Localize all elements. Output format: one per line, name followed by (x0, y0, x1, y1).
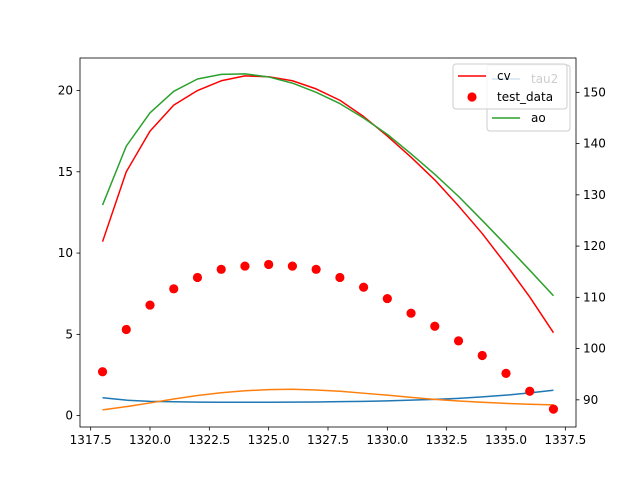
x-tick-label: 1317.5 (70, 433, 112, 447)
y-left-tick-label: 20 (58, 84, 73, 98)
data-point-test_data (501, 368, 511, 378)
data-point-test_data (525, 386, 535, 396)
data-point-test_data (264, 259, 274, 270)
plot-points (97, 259, 559, 414)
y-left-tick-label: 10 (58, 246, 73, 260)
y-left-tick-label: 0 (65, 409, 73, 423)
data-point-test_data (240, 261, 250, 271)
series-line-cv (101, 75, 555, 334)
data-point-test_data (192, 272, 203, 283)
y-left-tick-label: 5 (65, 327, 73, 341)
y-right-tick-label: 150 (583, 85, 606, 99)
data-point-test_data (359, 282, 369, 292)
y-right-tick-label: 130 (583, 188, 606, 202)
y-right-tick-label: 110 (583, 290, 606, 304)
x-tick-label: 1327.5 (307, 433, 349, 447)
y-right-tick-label: 140 (583, 137, 606, 151)
series-line-ao (101, 73, 555, 297)
series-line-unnamed-1 (102, 388, 554, 411)
x-tick-label: 1337.5 (544, 433, 586, 447)
data-point-test_data (477, 350, 487, 361)
x-tick-label: 1332.5 (426, 433, 468, 447)
x-tick-label: 1335.0 (485, 433, 527, 447)
data-point-test_data (382, 293, 392, 304)
data-point-test_data (169, 284, 179, 294)
legend-left: cv test_data (452, 63, 568, 110)
data-point-test_data (406, 308, 416, 318)
data-point-test_data (335, 272, 345, 283)
data-point-test_data (453, 336, 464, 346)
data-point-test_data (97, 367, 108, 377)
y-right-tick-label: 90 (583, 393, 598, 407)
data-point-test_data (311, 264, 321, 274)
legend-left-label: cv (497, 69, 511, 83)
plot-lines (101, 73, 555, 411)
data-point-test_data (145, 300, 155, 310)
x-tick-label: 1320.0 (129, 433, 171, 447)
legend-left-swatch (467, 92, 477, 102)
axes: 1317.5 1320.0 1322.5 1325.0 1327.5 1330.0 1332… (58, 57, 606, 447)
x-tick-label: 1330.0 (366, 433, 408, 447)
x-tick-label: 1325.0 (248, 433, 290, 447)
data-point-test_data (430, 321, 440, 331)
y-left-tick-label: 15 (58, 165, 73, 179)
legend-right-label: ao (531, 111, 546, 125)
series-line-unnamed-0 (102, 389, 554, 404)
data-point-test_data (121, 324, 131, 335)
data-point-test_data (548, 404, 559, 414)
x-tick-label: 1322.5 (188, 433, 230, 447)
data-point-test_data (216, 264, 226, 274)
y-right-tick-label: 100 (583, 342, 606, 356)
y-right-tick-label: 120 (583, 239, 606, 253)
data-point-test_data (287, 261, 297, 271)
legend-left-label: test_data (497, 90, 553, 104)
